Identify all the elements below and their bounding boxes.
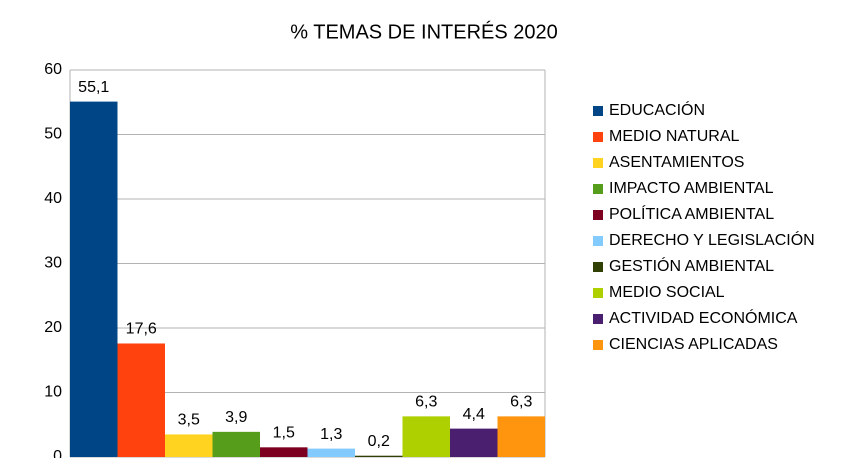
legend-swatch	[593, 236, 603, 246]
bar	[260, 447, 308, 457]
legend-swatch	[593, 132, 603, 142]
legend-swatch	[593, 288, 603, 298]
y-tick-label: 20	[44, 319, 62, 336]
legend-label: MEDIO NATURAL	[609, 128, 739, 145]
y-tick-label: 40	[44, 190, 62, 207]
data-label: 17,6	[126, 321, 157, 338]
bar	[165, 434, 213, 457]
legend-label: CIENCIAS APLICADAS	[609, 336, 778, 353]
y-tick-label: 30	[44, 255, 62, 272]
bar	[117, 343, 165, 457]
bar	[355, 455, 403, 457]
legend-label: DERECHO Y LEGISLACIÓN	[609, 230, 815, 249]
legend-label: MEDIO SOCIAL	[609, 284, 725, 301]
data-label: 6,3	[415, 394, 437, 411]
legend-swatch	[593, 262, 603, 272]
legend-swatch	[593, 314, 603, 324]
bar	[402, 416, 450, 457]
legend-label: ACTIVIDAD ECONÓMICA	[609, 308, 798, 327]
y-tick-label: 60	[44, 61, 62, 78]
legend-label: EDUCACIÓN	[609, 100, 705, 119]
data-label: 3,5	[178, 412, 200, 429]
data-label: 55,1	[78, 79, 109, 96]
legend-swatch	[593, 106, 603, 116]
bar	[212, 431, 260, 457]
bar	[307, 448, 355, 457]
chart-title: % TEMAS DE INTERÉS 2020	[290, 20, 558, 43]
data-label: 1,5	[273, 425, 295, 442]
bar	[497, 416, 545, 457]
y-tick-label: 0	[53, 448, 62, 458]
legend-label: IMPACTO AMBIENTAL	[609, 180, 774, 197]
bar	[450, 428, 498, 457]
legend-swatch	[593, 184, 603, 194]
legend-swatch	[593, 340, 603, 350]
data-label: 6,3	[510, 394, 532, 411]
legend-swatch	[593, 210, 603, 220]
y-tick-label: 50	[44, 126, 62, 143]
data-label: 3,9	[225, 409, 247, 426]
y-tick-label: 10	[44, 384, 62, 401]
legend-label: POLÍTICA AMBIENTAL	[609, 204, 774, 223]
legend-label: GESTIÓN AMBIENTAL	[609, 256, 774, 275]
data-label: 4,4	[463, 406, 485, 423]
legend-label: ASENTAMIENTOS	[609, 154, 744, 171]
bar	[70, 101, 118, 457]
legend-swatch	[593, 158, 603, 168]
data-label: 0,2	[368, 433, 390, 450]
data-label: 1,3	[320, 426, 342, 443]
